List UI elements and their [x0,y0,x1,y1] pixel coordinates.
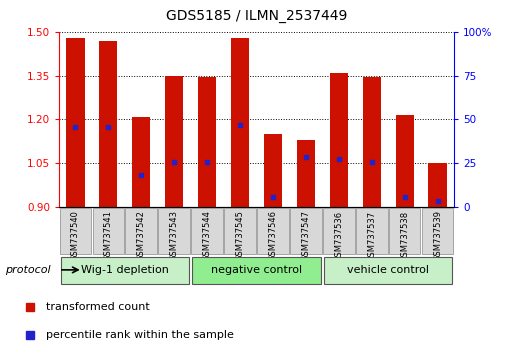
Text: GSM737542: GSM737542 [137,210,146,261]
Bar [297,140,315,207]
Text: Wig-1 depletion: Wig-1 depletion [81,265,169,275]
Bar [198,77,216,207]
Text: GSM737547: GSM737547 [301,210,310,262]
Bar [126,208,157,254]
Text: GSM737538: GSM737538 [400,210,409,262]
Bar [264,134,282,207]
Text: GSM737543: GSM737543 [170,210,179,262]
Bar [330,73,348,207]
Text: GSM737545: GSM737545 [235,210,245,261]
Text: GSM737544: GSM737544 [203,210,212,261]
Bar [132,116,150,207]
Text: GSM737546: GSM737546 [268,210,278,262]
Bar [389,208,421,254]
Text: negative control: negative control [211,265,302,275]
Bar [66,38,85,207]
Bar [192,257,321,284]
Text: GSM737537: GSM737537 [367,210,376,262]
Bar [159,208,190,254]
Bar [60,208,91,254]
Bar [191,208,223,254]
Text: GSM737540: GSM737540 [71,210,80,261]
Bar [356,208,387,254]
Text: GSM737536: GSM737536 [334,210,343,262]
Text: GDS5185 / ILMN_2537449: GDS5185 / ILMN_2537449 [166,9,347,23]
Text: GSM737541: GSM737541 [104,210,113,261]
Bar [100,41,117,207]
Text: GSM737539: GSM737539 [433,210,442,262]
Bar [363,77,381,207]
Bar [224,208,256,254]
Bar [257,208,289,254]
Bar [165,76,183,207]
Text: percentile rank within the sample: percentile rank within the sample [46,330,234,340]
Bar [396,115,413,207]
Text: protocol: protocol [5,266,51,275]
Bar [323,208,354,254]
Bar [61,257,189,284]
Bar [324,257,452,284]
Bar [92,208,124,254]
Bar [428,163,447,207]
Bar [290,208,322,254]
Text: vehicle control: vehicle control [347,265,429,275]
Bar [231,38,249,207]
Bar [422,208,453,254]
Text: transformed count: transformed count [46,302,150,312]
